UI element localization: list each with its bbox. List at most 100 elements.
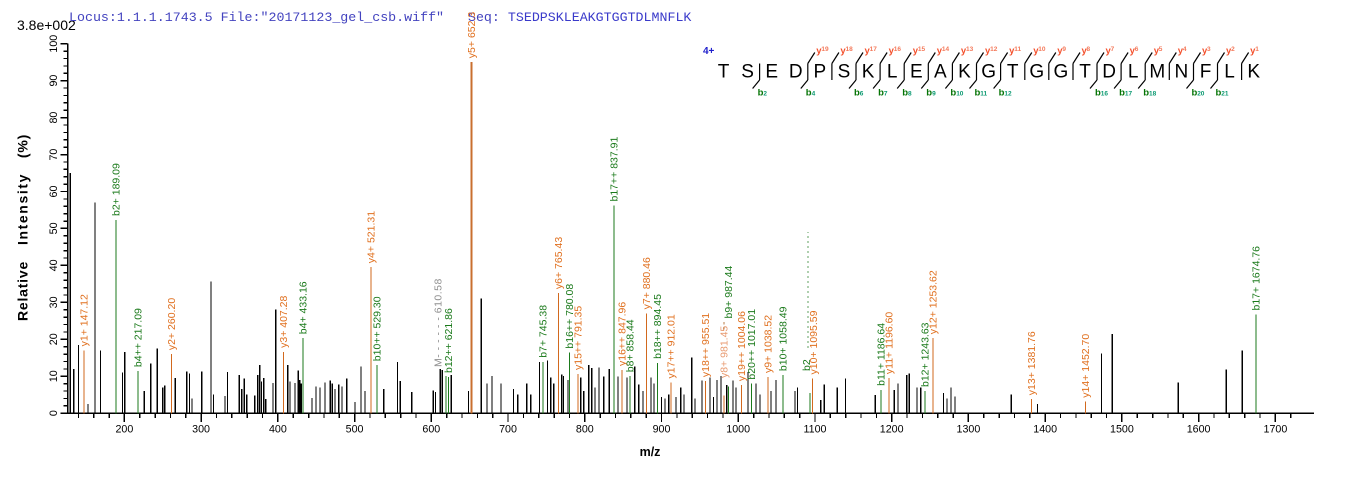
svg-text:b2+ 189.09: b2+ 189.09 [111, 163, 123, 216]
svg-text:M- - - - - - 610.58: M- - - - - - 610.58 [433, 278, 445, 367]
svg-text:5: 5 [1159, 46, 1163, 53]
svg-text:y7+ 880.46: y7+ 880.46 [641, 257, 653, 309]
svg-text:1600: 1600 [1187, 424, 1211, 436]
svg-text:18: 18 [846, 46, 854, 53]
svg-text:2: 2 [1231, 46, 1235, 53]
svg-text:y14+ 1452.70: y14+ 1452.70 [1080, 334, 1092, 398]
svg-text:b7+ 745.38: b7+ 745.38 [538, 305, 550, 358]
svg-text:y6+ 765.43: y6+ 765.43 [553, 237, 565, 289]
svg-text:b: b [926, 88, 932, 99]
svg-text:b: b [1216, 88, 1222, 99]
svg-text:3.8e+002: 3.8e+002 [17, 17, 76, 33]
svg-text:0: 0 [48, 410, 60, 416]
svg-text:20: 20 [48, 333, 60, 345]
svg-text:1400: 1400 [1033, 424, 1057, 436]
svg-text:y9+ 1038.52: y9+ 1038.52 [762, 315, 774, 373]
svg-text:P: P [814, 62, 827, 83]
svg-text:L: L [887, 62, 898, 83]
svg-text:1000: 1000 [726, 424, 750, 436]
svg-text:D: D [1102, 62, 1116, 83]
svg-text:y: y [1178, 46, 1184, 57]
svg-text:y12+ 1253.62: y12+ 1253.62 [927, 270, 939, 334]
svg-text:10: 10 [1038, 46, 1046, 53]
svg-text:y: y [840, 46, 846, 57]
svg-text:y15++ 791.35: y15++ 791.35 [573, 306, 585, 370]
svg-text:m/z: m/z [640, 445, 661, 459]
svg-text:b4+ 433.16: b4+ 433.16 [298, 281, 310, 334]
svg-text:F: F [1200, 62, 1212, 83]
svg-text:400: 400 [269, 424, 287, 436]
svg-text:T: T [718, 62, 730, 83]
svg-text:b: b [975, 88, 981, 99]
svg-text:b16++ 780.08: b16++ 780.08 [564, 284, 576, 349]
svg-text:y: y [1154, 46, 1160, 57]
svg-text:y19++ 1004.06: y19++ 1004.06 [736, 311, 748, 381]
svg-text:y2+ 260.20: y2+ 260.20 [166, 298, 178, 350]
svg-text:y: y [1250, 46, 1256, 57]
svg-text:y: y [1106, 46, 1112, 57]
svg-text:A: A [934, 62, 947, 83]
svg-text:y3+ 407.28: y3+ 407.28 [278, 295, 290, 347]
svg-text:K: K [958, 62, 971, 83]
svg-text:y: y [1130, 46, 1136, 57]
svg-text:b: b [950, 88, 956, 99]
svg-text:b12+ 1243.63: b12+ 1243.63 [920, 322, 932, 387]
svg-text:10: 10 [956, 91, 964, 98]
svg-text:30: 30 [48, 296, 60, 308]
svg-text:7: 7 [884, 91, 888, 98]
svg-text:y1+ 147.12: y1+ 147.12 [78, 294, 90, 346]
svg-text:14: 14 [942, 46, 950, 53]
svg-text:D: D [789, 62, 803, 83]
svg-text:3: 3 [1207, 46, 1211, 53]
svg-text:90: 90 [48, 75, 60, 87]
svg-text:T: T [1007, 62, 1019, 83]
svg-text:b: b [806, 88, 812, 99]
svg-text:y5+ 652.3: y5+ 652.3 [466, 12, 478, 59]
svg-text:y: y [1033, 46, 1039, 57]
svg-text:1500: 1500 [1110, 424, 1134, 436]
svg-text:b: b [902, 88, 908, 99]
svg-text:y11+ 1196.60: y11+ 1196.60 [884, 312, 896, 375]
svg-text:b2: b2 [801, 359, 813, 371]
svg-text:b10+ 1058.49: b10+ 1058.49 [778, 306, 790, 371]
svg-text:b18++ 894.45: b18++ 894.45 [652, 294, 664, 359]
svg-text:M: M [1149, 62, 1165, 83]
svg-text:4+: 4+ [703, 46, 715, 57]
svg-text:b10++ 529.30: b10++ 529.30 [372, 296, 384, 361]
svg-text:y: y [1009, 46, 1015, 57]
svg-text:b11+ 1186.64: b11+ 1186.64 [876, 323, 888, 386]
svg-text:y17++ 912.01: y17++ 912.01 [665, 314, 677, 378]
svg-text:b8+ 858.44: b8+ 858.44 [624, 319, 636, 372]
svg-text:S: S [741, 62, 754, 83]
svg-text:9: 9 [932, 91, 936, 98]
svg-text:N: N [1175, 62, 1189, 83]
svg-text:300: 300 [192, 424, 210, 436]
svg-text:80: 80 [48, 112, 60, 124]
svg-text:y18++ 955.51: y18++ 955.51 [700, 313, 712, 377]
svg-text:13: 13 [966, 46, 974, 53]
svg-text:800: 800 [576, 424, 594, 436]
svg-text:y: y [985, 46, 991, 57]
svg-text:100: 100 [48, 35, 60, 53]
svg-text:500: 500 [346, 424, 364, 436]
svg-text:y8+ 981.45: y8+ 981.45 [719, 326, 731, 378]
svg-text:7: 7 [1111, 46, 1115, 53]
svg-text:G: G [981, 62, 996, 83]
svg-text:15: 15 [918, 46, 926, 53]
svg-text:S: S [838, 62, 851, 83]
svg-text:b: b [1119, 88, 1125, 99]
svg-text:8: 8 [1087, 46, 1091, 53]
svg-text:b: b [999, 88, 1005, 99]
svg-text:b: b [758, 88, 764, 99]
svg-text:y: y [1226, 46, 1232, 57]
svg-text:16: 16 [894, 46, 902, 53]
svg-text:y4+ 521.31: y4+ 521.31 [366, 211, 378, 263]
svg-text:60: 60 [48, 186, 60, 198]
svg-text:E: E [910, 62, 923, 83]
svg-text:b4++ 217.09: b4++ 217.09 [132, 308, 144, 367]
svg-text:200: 200 [115, 424, 133, 436]
svg-text:L: L [1224, 62, 1235, 83]
svg-text:4: 4 [1183, 46, 1187, 53]
svg-text:y16++ 847.96: y16++ 847.96 [617, 302, 629, 366]
svg-text:(%): (%) [15, 134, 31, 158]
